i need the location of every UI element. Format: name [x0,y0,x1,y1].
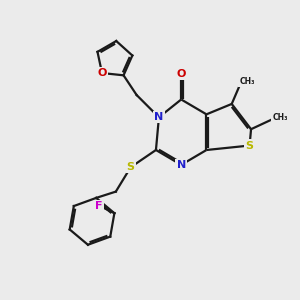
Text: O: O [97,68,107,78]
Text: CH₃: CH₃ [239,76,255,85]
Text: F: F [95,201,103,211]
Text: O: O [176,69,186,79]
Text: CH₃: CH₃ [272,113,288,122]
Text: S: S [246,140,254,151]
Text: N: N [154,112,164,122]
Text: N: N [177,160,186,170]
Text: S: S [127,162,135,172]
